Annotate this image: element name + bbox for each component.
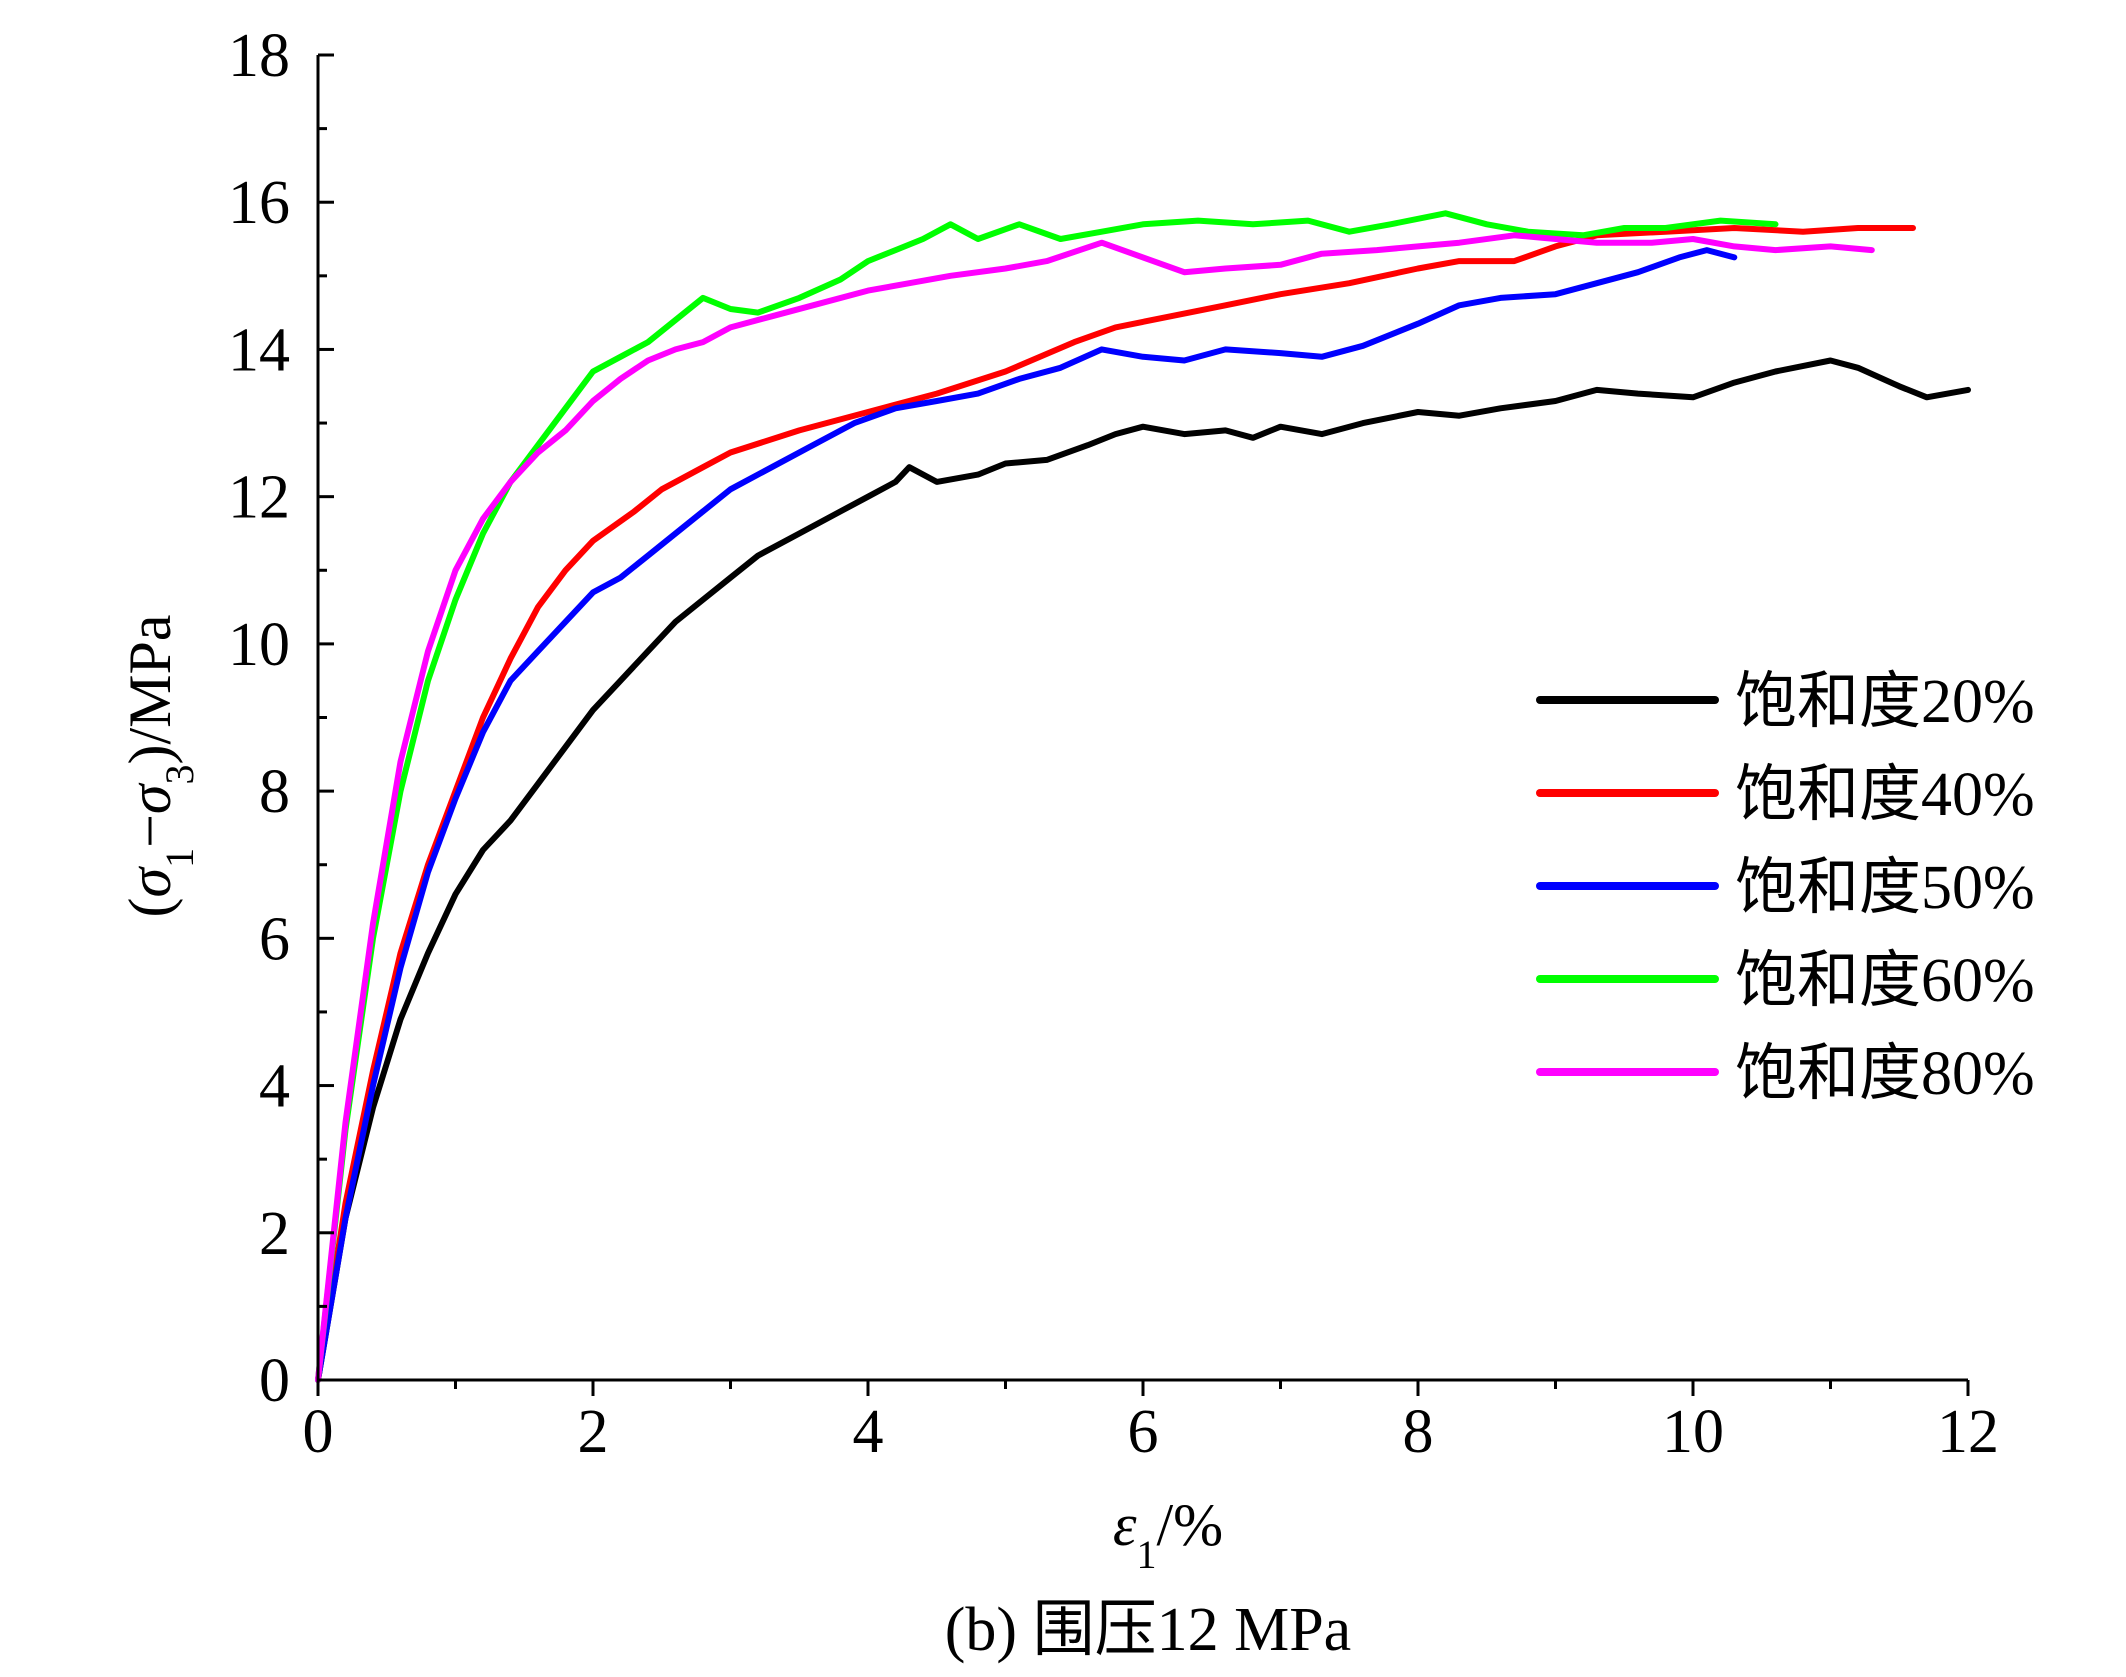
legend-label: 饱和度60% [1735, 947, 2035, 1015]
x-tick-label: 2 [578, 1398, 609, 1466]
series-line-2 [315, 225, 1916, 1383]
x-axis-title: ε1/% [1113, 1492, 1223, 1577]
series-line-1 [315, 357, 1971, 1383]
y-tick-label: 12 [228, 464, 290, 532]
x-tick-label: 12 [1937, 1398, 1999, 1466]
x-tick-label: 4 [853, 1398, 884, 1466]
y-tick-label: 4 [259, 1053, 290, 1121]
x-tick-label: 10 [1662, 1398, 1724, 1466]
y-tick-label: 0 [259, 1347, 290, 1415]
y-tick-label: 2 [259, 1200, 290, 1268]
x-tick-label: 0 [303, 1398, 334, 1466]
series-line-5 [315, 232, 1875, 1383]
legend: 饱和度20% 饱和度40% 饱和度50% 饱和度60% 饱和度80% [1536, 668, 2035, 1108]
legend-label: 饱和度50% [1735, 854, 2035, 922]
series-layer [315, 210, 1971, 1383]
legend-label: 饱和度20% [1735, 668, 2035, 736]
y-axis-title: (σ1−σ3)/MPa [117, 614, 202, 917]
legend-label: 饱和度40% [1735, 761, 2035, 829]
y-tick-label: 8 [259, 758, 290, 826]
x-tick-label: 8 [1403, 1398, 1434, 1466]
y-tick-label: 10 [228, 611, 290, 679]
series-line-3 [315, 247, 1738, 1383]
x-tick-label: 6 [1128, 1398, 1159, 1466]
figure-caption: (b) 围压12 MPa [945, 1596, 1351, 1664]
y-tick-label: 16 [228, 169, 290, 237]
y-tick-label: 18 [228, 22, 290, 90]
legend-label: 饱和度80% [1735, 1040, 2035, 1108]
y-tick-label: 6 [259, 905, 290, 973]
y-tick-label: 14 [228, 316, 290, 384]
axes-layer: 0 2 4 6 8 10 12 0 2 4 6 8 10 12 14 16 18 [228, 22, 1999, 1466]
